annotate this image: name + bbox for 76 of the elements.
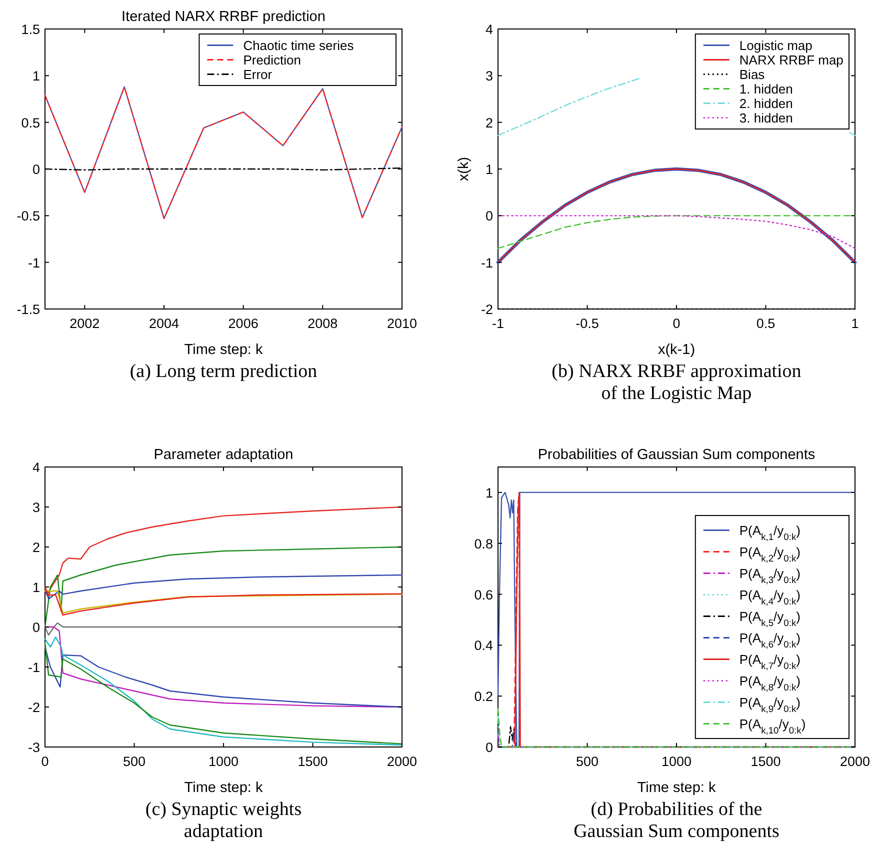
legend-label: P(A$_{k,9}$/y$_{0:k}$) — [739, 694, 800, 714]
y-tick-label: -2 — [480, 302, 493, 317]
y-tick-label: 0.8 — [474, 536, 493, 552]
y-tick-label: -0.5 — [16, 208, 40, 224]
legend-label: P(A$_{k,1}$/y$_{0:k}$) — [739, 522, 800, 542]
x-tick-label: 2008 — [308, 316, 338, 331]
y-tick-label: 0 — [485, 208, 493, 224]
text: (b) NARX RRBF approximation of the Logistic Map — [552, 361, 802, 404]
y-tick-label: -1 — [480, 255, 493, 270]
y-tick-label: 1 — [32, 580, 40, 595]
x-tick-label: -0.5 — [576, 316, 599, 331]
legend-label: P(A$_{k,4}$/y$_{0:k}$) — [739, 587, 800, 606]
legend-label: NARX RRBF map — [739, 52, 844, 68]
y-tick-label: -2 — [28, 700, 40, 715]
y-tick-label: 0 — [485, 740, 493, 755]
x-axis-title: Time step: k — [637, 780, 716, 796]
x-tick-label: 1500 — [750, 754, 781, 769]
y-tick-label: 0 — [32, 162, 40, 177]
x-tick-label: 2000 — [386, 754, 418, 769]
x-axis-title: Time step: k — [184, 342, 264, 358]
legend-label: P(A$_{k,5}$/y$_{0:k}$) — [739, 608, 800, 628]
y-tick-label: 4 — [485, 22, 494, 37]
chart-title: Probabilities of Gaussian Sum components — [538, 447, 816, 463]
y-tick-label: 3 — [32, 500, 40, 515]
y-tick-label: 0.4 — [474, 638, 494, 654]
y-tick-label: 0.2 — [474, 689, 493, 704]
x-tick-label: 0.5 — [756, 316, 776, 331]
y-tick-label: 2 — [485, 115, 493, 130]
legend-label: 2. hidden — [739, 96, 793, 111]
y-tick-label: 1 — [32, 68, 40, 84]
legend-label: Chaotic time series — [243, 38, 354, 53]
legend-label: Prediction — [243, 52, 302, 68]
y-tick-label: 4 — [32, 460, 40, 475]
y-tick-label: 0 — [32, 620, 40, 635]
text: (c) Synaptic weights adaptation — [145, 799, 302, 842]
legend-label: Error — [243, 66, 273, 82]
y-tick-label: 1 — [485, 485, 493, 500]
x-tick-label: 1500 — [298, 754, 328, 769]
x-axis-title: x(k-1) — [658, 342, 696, 358]
legend-label: P(A$_{k,6}$/y$_{0:k}$) — [739, 630, 800, 650]
x-tick-label: 1000 — [661, 754, 692, 769]
text: (d) Probabilities of the Gaussian Sum components — [574, 799, 780, 842]
legend-label: P(A$_{k,3}$/y$_{0:k}$) — [739, 566, 800, 585]
x-tick-label: 500 — [122, 754, 146, 769]
legend-label: P(A$_{k,2}$/y$_{0:k}$) — [739, 544, 800, 564]
x-tick-label: 2002 — [70, 316, 100, 331]
chart-title: Iterated NARX RRBF prediction — [122, 9, 326, 25]
y-tick-label: -1 — [28, 660, 40, 675]
y-tick-label: 3 — [485, 68, 493, 84]
y-tick-label: -1 — [28, 255, 40, 270]
x-tick-label: 0 — [672, 316, 680, 331]
x-tick-label: 2006 — [228, 316, 258, 331]
text: (a) Long term prediction — [130, 361, 318, 382]
legend-label: 3. hidden — [739, 110, 793, 126]
y-axis-title: x(k) — [456, 156, 472, 182]
x-tick-label: 2000 — [840, 754, 870, 769]
x-tick-label: 2010 — [386, 316, 418, 331]
legend-label: 1. hidden — [739, 81, 793, 96]
legend-label: Bias — [739, 66, 766, 82]
legend-label: P(A$_{k,7}$/y$_{0:k}$) — [739, 652, 800, 671]
legend-label: P(A$_{k,8}$/y$_{0:k}$) — [739, 673, 800, 692]
legend-label: P(A$_{k,10}$/y$_{0:k}$) — [739, 716, 806, 736]
y-tick-label: 0.6 — [474, 587, 493, 602]
chart-title: Parameter adaptation — [154, 447, 294, 463]
y-tick-label: 1.5 — [21, 22, 40, 37]
x-axis-title: Time step: k — [184, 780, 264, 796]
x-tick-label: 500 — [576, 754, 599, 769]
y-tick-label: 1 — [485, 162, 493, 177]
x-tick-label: 2004 — [148, 316, 180, 331]
y-tick-label: 2 — [32, 540, 40, 555]
y-tick-label: 0.5 — [21, 115, 40, 130]
x-tick-label: 1000 — [208, 754, 239, 769]
x-tick-label: 1 — [851, 316, 859, 331]
legend-label: Logistic map — [739, 38, 812, 53]
y-tick-label: -3 — [28, 740, 40, 755]
y-tick-label: -1.5 — [16, 302, 40, 317]
